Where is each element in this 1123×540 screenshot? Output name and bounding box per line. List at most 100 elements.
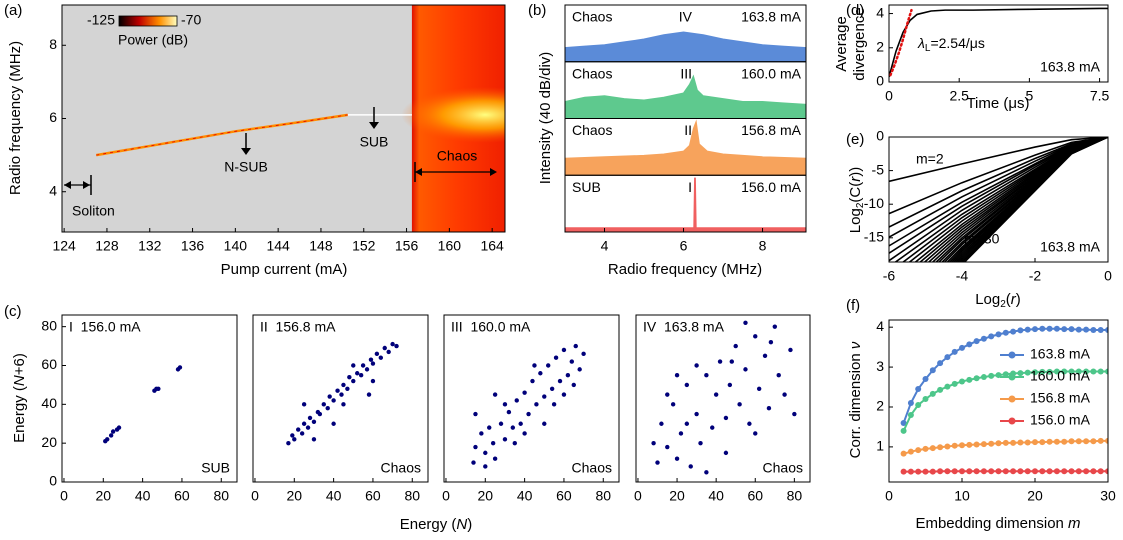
series-marker [1046, 468, 1053, 475]
scatter-point [756, 386, 762, 391]
plot-frame [888, 136, 1109, 263]
scatter-point [753, 334, 758, 339]
x-tick-label: 7.5 [1090, 88, 1110, 104]
scatter-point [351, 378, 356, 384]
series-marker [1061, 438, 1068, 445]
scatter-point [479, 431, 484, 436]
y-tick-label: -15 [864, 229, 884, 245]
label-part: N [11, 375, 28, 386]
plot-area [651, 320, 797, 475]
scatter-point [390, 341, 395, 347]
x-tick-label: 160 [438, 238, 462, 254]
series-marker [1002, 329, 1009, 336]
scatter-point [776, 372, 781, 378]
spectrum [564, 31, 807, 63]
series-marker [1017, 439, 1024, 446]
scatter-point [561, 392, 567, 397]
x-tick-label: 140 [224, 238, 248, 254]
current-label: 163.8 mA [741, 9, 802, 25]
scatter-point [522, 431, 527, 436]
panel-label: (f) [846, 297, 860, 314]
label-part: r [1011, 291, 1017, 308]
scatter-point [290, 433, 295, 438]
y-tick-label: -5 [872, 161, 885, 177]
y-tick-label: 4 [49, 182, 57, 198]
series-marker [937, 468, 944, 475]
scatter-point [518, 421, 523, 426]
scatter-point [534, 402, 539, 407]
x-tick-label: 0 [442, 488, 450, 504]
series-marker [1053, 368, 1060, 375]
series-marker [944, 383, 951, 390]
series-marker [922, 396, 929, 403]
scatter-point [341, 402, 346, 407]
series-marker [937, 360, 944, 367]
series-marker [929, 390, 936, 397]
regime-label: Chaos [572, 122, 612, 138]
scatter-point [335, 388, 340, 393]
series-marker [1017, 327, 1024, 334]
scatter-point [792, 411, 797, 417]
scatter-point [331, 398, 336, 403]
series-marker [1046, 438, 1053, 445]
series-marker [951, 442, 958, 449]
series-marker [1105, 468, 1108, 475]
annotation: λL=2.54/μs [917, 35, 985, 54]
legend-label: 156.8 mA [1030, 390, 1091, 406]
scatter-point [378, 355, 384, 360]
series-marker [951, 468, 958, 475]
series-marker [966, 341, 973, 348]
colorbar [118, 15, 178, 27]
series-marker [900, 450, 907, 457]
scatter-point [522, 390, 527, 395]
series-marker [1097, 437, 1104, 444]
scatter-point [581, 351, 586, 357]
series-marker [959, 378, 965, 385]
series-marker [1083, 326, 1090, 333]
scatter-point [327, 394, 332, 399]
x-tick-label: 60 [365, 488, 381, 504]
series-marker [915, 386, 922, 393]
x-tick-label: 60 [556, 488, 572, 504]
series-marker [1068, 468, 1075, 475]
scatter-point [737, 402, 742, 407]
scatter-point [546, 363, 551, 368]
scatter-point [311, 419, 317, 425]
x-tick-label: 4 [601, 238, 609, 254]
label-part: =2.54/μs [930, 35, 984, 51]
series-marker [929, 445, 936, 452]
y-tick-label: 6 [49, 109, 57, 125]
x-tick-label: 20 [669, 488, 685, 504]
scatter-point [364, 367, 370, 372]
scatter-point [471, 460, 476, 465]
peak-trace-edge [96, 114, 348, 156]
series-marker [973, 468, 980, 475]
y-tick-label: 3 [876, 358, 884, 374]
y-tick-label: -10 [864, 195, 884, 211]
scatter-point [688, 464, 693, 469]
scatter-point [386, 349, 391, 355]
y-axis-label: Intensity (40 dB/div) [537, 52, 554, 185]
series-line [889, 137, 1108, 183]
plot-frame [443, 314, 620, 483]
scatter-point [321, 402, 326, 407]
series-marker [1024, 468, 1031, 475]
scatter-point [374, 351, 380, 357]
plot-area [889, 7, 1108, 78]
y-tick-label: 4 [876, 318, 884, 334]
scatter-point [557, 378, 563, 384]
scatter-point [573, 343, 578, 349]
y-tick-label: 2 [876, 398, 884, 414]
label-part: λ [917, 35, 925, 51]
series-marker [980, 441, 987, 448]
x-tick-label: 80 [213, 488, 229, 504]
current-label: 156.8 mA [741, 122, 802, 138]
x-axis-label: Radio frequency (MHz) [608, 261, 762, 278]
series-marker [1097, 468, 1104, 475]
series-marker [1010, 468, 1017, 475]
x-tick-label: 128 [95, 238, 119, 254]
label-part: ( [1006, 291, 1011, 308]
spectrum [564, 177, 807, 233]
x-tick-label: 40 [517, 488, 533, 504]
label-part: m [1068, 515, 1081, 532]
